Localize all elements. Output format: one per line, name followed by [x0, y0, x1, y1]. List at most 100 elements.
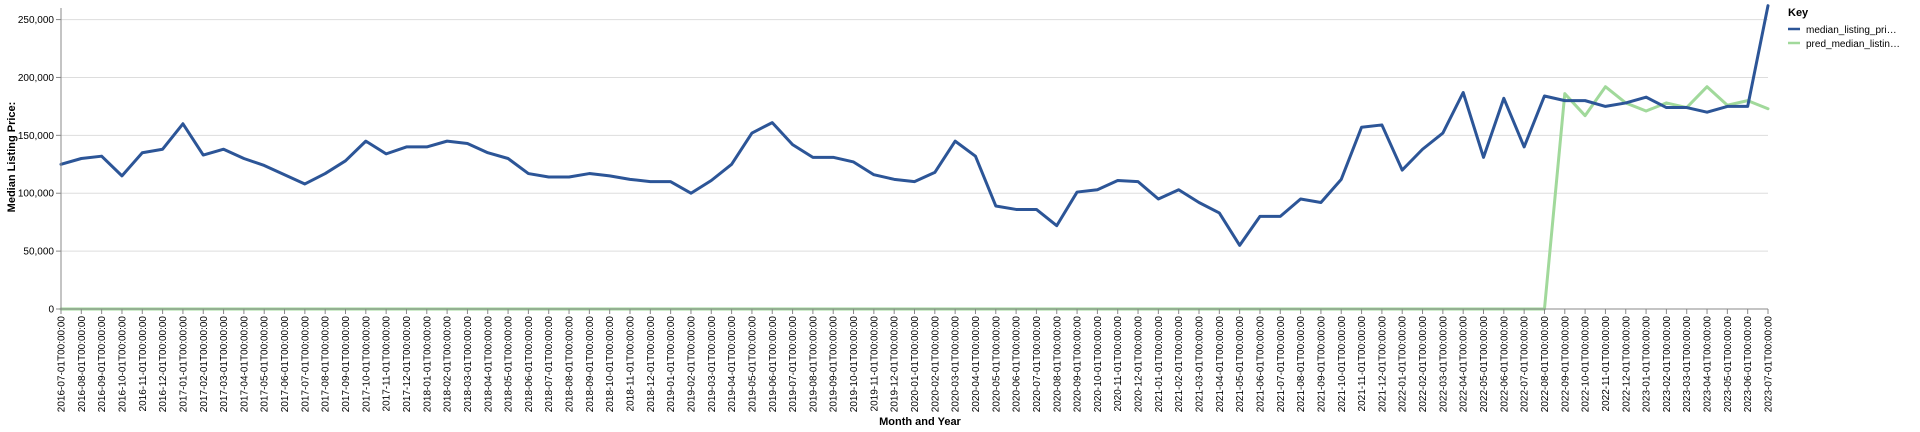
x-tick-label: 2018-02-01T00:00:00 [443, 316, 454, 413]
x-tick-label: 2020-05-01T00:00:00 [991, 316, 1002, 413]
series-lines [59, 4, 1770, 311]
x-tick-label: 2019-12-01T00:00:00 [890, 316, 901, 413]
x-tick-label: 2021-08-01T00:00:00 [1296, 316, 1307, 413]
x-tick-label: 2022-02-01T00:00:00 [1418, 316, 1429, 413]
x-tick-label: 2022-09-01T00:00:00 [1560, 316, 1571, 413]
y-tick-label: 200,000 [18, 73, 55, 84]
x-tick-label: 2022-07-01T00:00:00 [1520, 316, 1531, 413]
x-tick-label: 2022-01-01T00:00:00 [1398, 316, 1409, 413]
x-tick-label: 2020-07-01T00:00:00 [1032, 316, 1043, 413]
legend-label-pred-median-listing-price: pred_median_listin… [1806, 39, 1900, 50]
x-tick-label: 2021-01-01T00:00:00 [1154, 316, 1165, 413]
x-tick-label: 2019-09-01T00:00:00 [829, 316, 840, 413]
x-axis-title: Month and Year [879, 416, 961, 428]
y-tick-label: 150,000 [18, 131, 55, 142]
x-tick-label: 2020-10-01T00:00:00 [1093, 316, 1104, 413]
x-tick-label: 2017-07-01T00:00:00 [300, 316, 311, 413]
x-tick-label: 2016-10-01T00:00:00 [117, 316, 128, 413]
x-tick-label: 2018-08-01T00:00:00 [565, 316, 576, 413]
x-tick-label: 2022-06-01T00:00:00 [1499, 316, 1510, 413]
x-tick-label: 2023-01-01T00:00:00 [1642, 316, 1653, 413]
y-tick-label: 250,000 [18, 15, 55, 26]
x-tick-label: 2022-08-01T00:00:00 [1540, 316, 1551, 413]
x-tick-label: 2022-05-01T00:00:00 [1479, 316, 1490, 413]
x-tick-label: 2016-11-01T00:00:00 [138, 316, 149, 412]
x-tick-label: 2018-11-01T00:00:00 [626, 316, 637, 412]
x-tick-label: 2016-08-01T00:00:00 [77, 316, 88, 413]
x-tick-label: 2021-05-01T00:00:00 [1235, 316, 1246, 413]
x-tick-label: 2020-02-01T00:00:00 [930, 316, 941, 413]
x-tick-label: 2021-10-01T00:00:00 [1337, 316, 1348, 413]
x-tick-label: 2020-03-01T00:00:00 [951, 316, 962, 413]
x-tick-label: 2020-12-01T00:00:00 [1134, 316, 1145, 413]
x-tick-label: 2023-02-01T00:00:00 [1662, 316, 1673, 413]
x-tick-label: 2019-01-01T00:00:00 [666, 316, 677, 413]
x-tick-label: 2020-04-01T00:00:00 [971, 316, 982, 413]
x-tick-label: 2017-12-01T00:00:00 [402, 316, 413, 413]
x-tick-label: 2017-09-01T00:00:00 [341, 316, 352, 413]
x-tick-label: 2019-11-01T00:00:00 [869, 316, 880, 412]
x-tick-label: 2017-05-01T00:00:00 [260, 316, 271, 413]
x-tick-label: 2016-12-01T00:00:00 [158, 316, 169, 413]
x-tick-label: 2017-10-01T00:00:00 [361, 316, 372, 413]
x-tick-label: 2021-12-01T00:00:00 [1377, 316, 1388, 413]
x-tick-label: 2021-03-01T00:00:00 [1195, 316, 1206, 413]
x-tick-label: 2020-06-01T00:00:00 [1012, 316, 1023, 413]
legend-label-median-listing-price: median_listing_pri… [1806, 25, 1897, 36]
x-tick-label: 2018-05-01T00:00:00 [504, 316, 515, 413]
x-tick-label: 2016-07-01T00:00:00 [57, 316, 68, 413]
x-tick-label: 2020-01-01T00:00:00 [910, 316, 921, 413]
x-tick-label: 2023-04-01T00:00:00 [1703, 316, 1714, 413]
axes: 0 50,000 100,000 150,000 200,000 250,000 2016-… [18, 8, 1775, 412]
x-tick-label: 2021-06-01T00:00:00 [1255, 316, 1266, 413]
x-tick-label: 2019-06-01T00:00:00 [768, 316, 779, 413]
x-tick-label: 2019-05-01T00:00:00 [747, 316, 758, 413]
x-tick-label: 2019-08-01T00:00:00 [808, 316, 819, 413]
x-tick-label: 2023-05-01T00:00:00 [1723, 316, 1734, 413]
x-tick-label: 2019-07-01T00:00:00 [788, 316, 799, 413]
x-tick-label: 2018-03-01T00:00:00 [463, 316, 474, 413]
x-tick-label: 2021-09-01T00:00:00 [1316, 316, 1327, 413]
x-tick-label: 2022-04-01T00:00:00 [1459, 316, 1470, 413]
x-tick-label: 2017-03-01T00:00:00 [219, 316, 230, 413]
x-tick-label: 2022-10-01T00:00:00 [1581, 316, 1592, 413]
x-tick-label: 2022-12-01T00:00:00 [1621, 316, 1632, 413]
x-tick-label: 2021-11-01T00:00:00 [1357, 316, 1368, 412]
x-tick-label: 2022-11-01T00:00:00 [1601, 316, 1612, 412]
x-tick-label: 2020-11-01T00:00:00 [1113, 316, 1124, 412]
series-line-median-listing-price [59, 4, 1770, 247]
x-tick-label: 2022-03-01T00:00:00 [1438, 316, 1449, 413]
x-tick-label: 2023-06-01T00:00:00 [1743, 316, 1754, 413]
x-tick-label: 2016-09-01T00:00:00 [97, 316, 108, 413]
x-tick-label: 2017-08-01T00:00:00 [321, 316, 332, 413]
x-tick-label: 2020-09-01T00:00:00 [1073, 316, 1084, 413]
x-tick-label: 2021-02-01T00:00:00 [1174, 316, 1185, 413]
x-tick-label: 2018-09-01T00:00:00 [585, 316, 596, 413]
x-tick-label: 2018-06-01T00:00:00 [524, 316, 535, 413]
y-tick-label: 0 [48, 305, 54, 316]
x-tick-label: 2023-07-01T00:00:00 [1764, 316, 1775, 413]
legend-title: Key [1788, 7, 1809, 19]
x-tick-label: 2017-11-01T00:00:00 [382, 316, 393, 412]
x-tick-label: 2021-04-01T00:00:00 [1215, 316, 1226, 413]
x-tick-label: 2019-02-01T00:00:00 [686, 316, 697, 413]
x-tick-label: 2018-07-01T00:00:00 [544, 316, 555, 413]
x-tick-label: 2017-02-01T00:00:00 [199, 316, 210, 413]
y-axis-title: Median Listing Price: [6, 102, 18, 213]
x-tick-label: 2018-01-01T00:00:00 [422, 316, 433, 413]
gridlines [61, 19, 1768, 310]
x-tick-label: 2018-10-01T00:00:00 [605, 316, 616, 413]
x-tick-label: 2017-06-01T00:00:00 [280, 316, 291, 413]
x-tick-label: 2017-01-01T00:00:00 [178, 316, 189, 413]
x-tick-label: 2023-03-01T00:00:00 [1682, 316, 1693, 413]
x-tick-label: 2018-12-01T00:00:00 [646, 316, 657, 413]
x-tick-label: 2019-10-01T00:00:00 [849, 316, 860, 413]
x-tick-label: 2018-04-01T00:00:00 [483, 316, 494, 413]
legend: Key median_listing_pri… pred_median_list… [1788, 7, 1900, 50]
x-tick-label: 2019-04-01T00:00:00 [727, 316, 738, 413]
x-tick-label: 2021-07-01T00:00:00 [1276, 316, 1287, 413]
x-tick-label: 2019-03-01T00:00:00 [707, 316, 718, 413]
x-tick-label: 2020-08-01T00:00:00 [1052, 316, 1063, 413]
y-tick-label: 50,000 [23, 247, 54, 258]
